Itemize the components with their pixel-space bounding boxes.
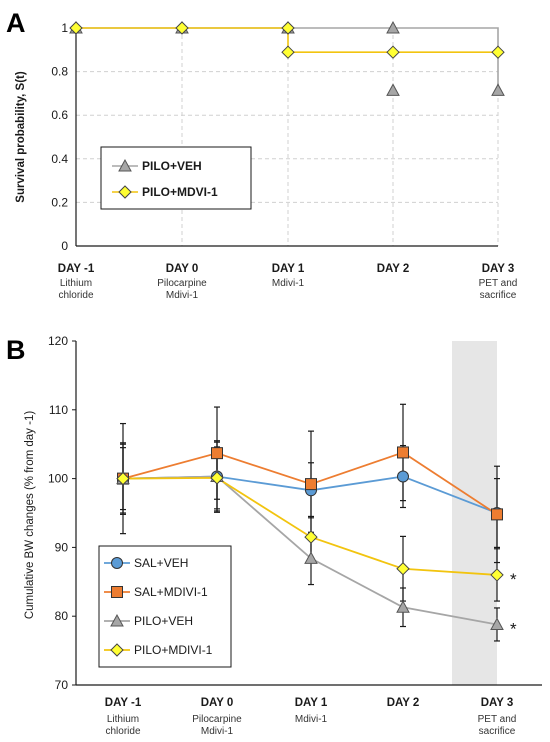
body-weight-x-tick-sublabel: Lithium — [107, 714, 139, 725]
data-point-pilo+mdivi-1 — [116, 471, 130, 486]
data-point-pilo+mdivi-1 — [396, 562, 410, 576]
survival-legend-marker — [118, 185, 132, 199]
survival-x-tick-sublabel: Pilocarpine — [157, 278, 207, 289]
data-point-sal+mdivi-1 — [397, 446, 409, 459]
body-weight-x-tick-sublabel: Mdivi-1 — [295, 714, 328, 725]
body-weight-legend: SAL+VEH SAL+MDIVI-1 PILO+VEH PILO+MDIVI-1 — [98, 545, 232, 668]
body-weight-legend-label: PILO+MDIVI-1 — [134, 643, 213, 657]
body-weight-series: ** — [116, 403, 517, 642]
data-point-sal+mdivi-1 — [211, 447, 223, 460]
body-weight-y-tick-label: 100 — [48, 472, 68, 486]
body-weight-y-ticks: 70 80 90 100 110 120 — [48, 334, 76, 692]
survival-x-tick-sublabel: chloride — [58, 290, 93, 301]
survival-x-tick-label: DAY 1 — [272, 263, 305, 275]
body-weight-shaded-region — [452, 341, 497, 685]
body-weight-y-tick-label: 90 — [55, 540, 69, 554]
significance-star: * — [510, 619, 517, 638]
survival-y-tick-label: 1 — [61, 21, 68, 35]
body-weight-x-tick-sublabel: Mdivi-1 — [201, 726, 234, 737]
survival-gridlines — [76, 27, 499, 246]
body-weight-legend-marker — [111, 557, 123, 569]
survival-legend: PILO+VEH PILO+MDVI-1 — [100, 146, 252, 210]
data-point-sal+veh — [397, 470, 409, 483]
survival-x-tick-label: DAY 3 — [482, 263, 515, 275]
survival-point-pilo+mdvi-1 — [386, 45, 400, 59]
survival-x-tick-label: DAY 0 — [166, 263, 199, 275]
survival-x-tick-sublabel: Mdivi-1 — [166, 290, 199, 301]
survival-legend-marker — [118, 158, 132, 172]
survival-point-pilo+veh — [491, 83, 505, 96]
survival-y-ticks: 0 0.2 0.4 0.6 0.8 1 — [51, 21, 68, 253]
data-point-sal+mdivi-1 — [491, 508, 503, 521]
body-weight-legend-label: SAL+VEH — [134, 556, 188, 570]
body-weight-y-tick-label: 120 — [48, 334, 68, 348]
survival-point-pilo+veh — [386, 83, 400, 96]
body-weight-legend-marker — [111, 586, 123, 598]
data-point-pilo+veh — [304, 551, 318, 564]
survival-y-tick-label: 0.6 — [51, 108, 68, 122]
survival-x-tick-sublabel: Lithium — [60, 278, 92, 289]
body-weight-x-tick-sublabel: Pilocarpine — [192, 714, 242, 725]
body-weight-y-tick-label: 70 — [55, 678, 69, 692]
body-weight-x-tick-label: DAY 2 — [387, 697, 420, 709]
survival-y-tick-label: 0.4 — [51, 152, 68, 166]
survival-x-tick-label: DAY -1 — [58, 263, 95, 275]
body-weight-x-tick-label: DAY 1 — [295, 697, 328, 709]
survival-point-pilo+mdvi-1 — [175, 21, 189, 35]
panel-letter-b: B — [6, 335, 26, 365]
data-point-pilo+mdivi-1 — [210, 471, 224, 485]
survival-point-pilo+mdvi-1 — [491, 45, 505, 59]
data-point-pilo+veh — [490, 617, 504, 630]
body-weight-x-tick-label: DAY 0 — [201, 697, 234, 709]
body-weight-y-tick-label: 80 — [55, 609, 69, 623]
survival-x-tick-label: DAY 2 — [377, 263, 410, 275]
survival-line-pilo+mdvi-1 — [76, 27, 498, 53]
survival-point-pilo+mdvi-1 — [69, 21, 83, 35]
survival-y-tick-label: 0.2 — [51, 195, 68, 209]
shaded-day3-region — [452, 341, 497, 685]
data-point-pilo+mdivi-1 — [490, 568, 504, 582]
survival-line-pilo+veh — [76, 27, 499, 91]
survival-y-tick-label: 0.8 — [51, 65, 68, 79]
survival-legend-label: PILO+VEH — [142, 159, 202, 173]
data-point-pilo+mdivi-1 — [304, 530, 318, 544]
survival-x-tick-sublabel: PET and — [479, 278, 518, 289]
body-weight-x-tick-sublabel: PET and — [478, 714, 517, 725]
body-weight-legend-label: SAL+MDIVI-1 — [134, 585, 208, 599]
data-point-sal+mdivi-1 — [305, 478, 317, 491]
body-weight-legend-marker — [110, 643, 124, 657]
body-weight-axes — [75, 341, 542, 686]
body-weight-y-axis-label: Cumulative BW changes (% from day -1) — [24, 411, 36, 620]
data-point-pilo+veh — [396, 600, 410, 613]
survival-legend-label: PILO+MDVI-1 — [142, 185, 218, 199]
survival-y-axis-label: Survival probability, S(t) — [15, 71, 27, 203]
survival-point-pilo+mdvi-1 — [281, 45, 295, 59]
survival-legend-box — [100, 146, 252, 210]
body-weight-x-tick-sublabel: chloride — [105, 726, 140, 737]
body-weight-x-tick-label: DAY -1 — [105, 697, 142, 709]
body-weight-y-tick-label: 110 — [49, 403, 68, 417]
body-weight-legend-marker — [110, 613, 124, 627]
significance-star: * — [510, 570, 517, 589]
survival-point-pilo+mdvi-1 — [281, 21, 295, 35]
body-weight-x-tick-sublabel: sacrifice — [479, 726, 516, 737]
survival-x-tick-sublabel: sacrifice — [480, 290, 517, 301]
survival-point-pilo+veh — [386, 20, 400, 34]
survival-series — [69, 20, 505, 96]
body-weight-legend-label: PILO+VEH — [134, 614, 193, 628]
survival-y-tick-label: 0 — [61, 239, 68, 253]
panel-letter-a: A — [6, 8, 26, 38]
survival-x-tick-sublabel: Mdivi-1 — [272, 278, 305, 289]
body-weight-x-tick-label: DAY 3 — [481, 697, 514, 709]
survival-axes — [75, 26, 498, 247]
